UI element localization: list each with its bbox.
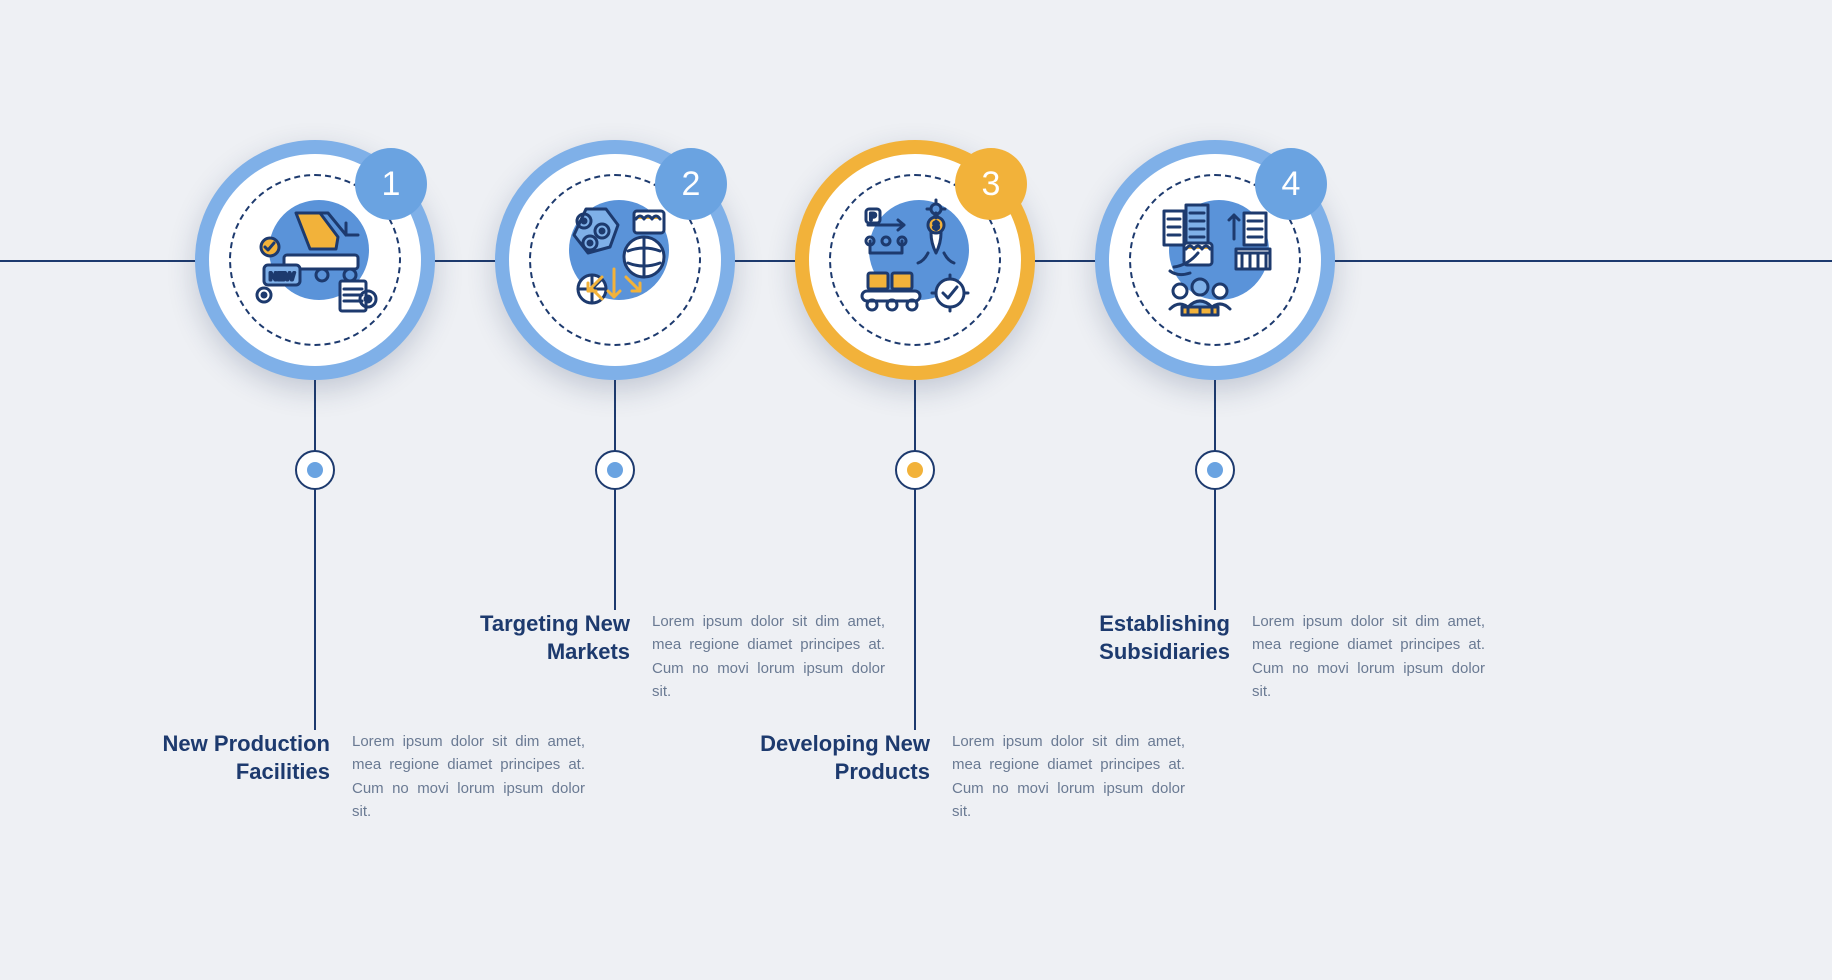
text-block: Developing New Products Lorem ipsum dolo…: [755, 730, 1185, 823]
text-block: New Production Facilities Lorem ipsum do…: [155, 730, 585, 823]
medallion: $ P 3: [795, 140, 1035, 380]
connector-dot-inner: [607, 462, 623, 478]
products-icon: $ P: [845, 190, 985, 330]
connector-dot-inner: [1207, 462, 1223, 478]
step-body: Lorem ipsum dolor sit dim amet, mea regi…: [652, 610, 885, 703]
medallion: 4: [1095, 140, 1335, 380]
step-title: Establishing Subsidiaries: [1055, 610, 1230, 703]
step-body: Lorem ipsum dolor sit dim amet, mea regi…: [952, 730, 1185, 823]
connector-stem: [614, 380, 616, 610]
step-body: Lorem ipsum dolor sit dim amet, mea regi…: [352, 730, 585, 823]
connector-dot-inner: [307, 462, 323, 478]
number-badge: 1: [355, 148, 427, 220]
markets-icon: [545, 190, 685, 330]
step-body: Lorem ipsum dolor sit dim amet, mea regi…: [1252, 610, 1485, 703]
connector-dot: [295, 450, 335, 490]
number-badge: 2: [655, 148, 727, 220]
svg-text:NEW: NEW: [269, 271, 295, 283]
number-badge: 4: [1255, 148, 1327, 220]
step-title: New Production Facilities: [155, 730, 330, 823]
connector-dot: [1195, 450, 1235, 490]
svg-text:$: $: [933, 221, 939, 232]
svg-text:P: P: [870, 212, 877, 223]
step-title: Targeting New Markets: [455, 610, 630, 703]
medallion: NEW 1: [195, 140, 435, 380]
connector-stem: [914, 380, 916, 730]
medallion: 2: [495, 140, 735, 380]
factory-icon: NEW: [245, 190, 385, 330]
connector-dot-inner: [907, 462, 923, 478]
step-title: Developing New Products: [755, 730, 930, 823]
connector-dot: [595, 450, 635, 490]
connector-dot: [895, 450, 935, 490]
connector-stem: [314, 380, 316, 730]
text-block: Establishing Subsidiaries Lorem ipsum do…: [1055, 610, 1485, 703]
text-block: Targeting New Markets Lorem ipsum dolor …: [455, 610, 885, 703]
subsidiaries-icon: [1145, 190, 1285, 330]
connector-stem: [1214, 380, 1216, 610]
number-badge: 3: [955, 148, 1027, 220]
